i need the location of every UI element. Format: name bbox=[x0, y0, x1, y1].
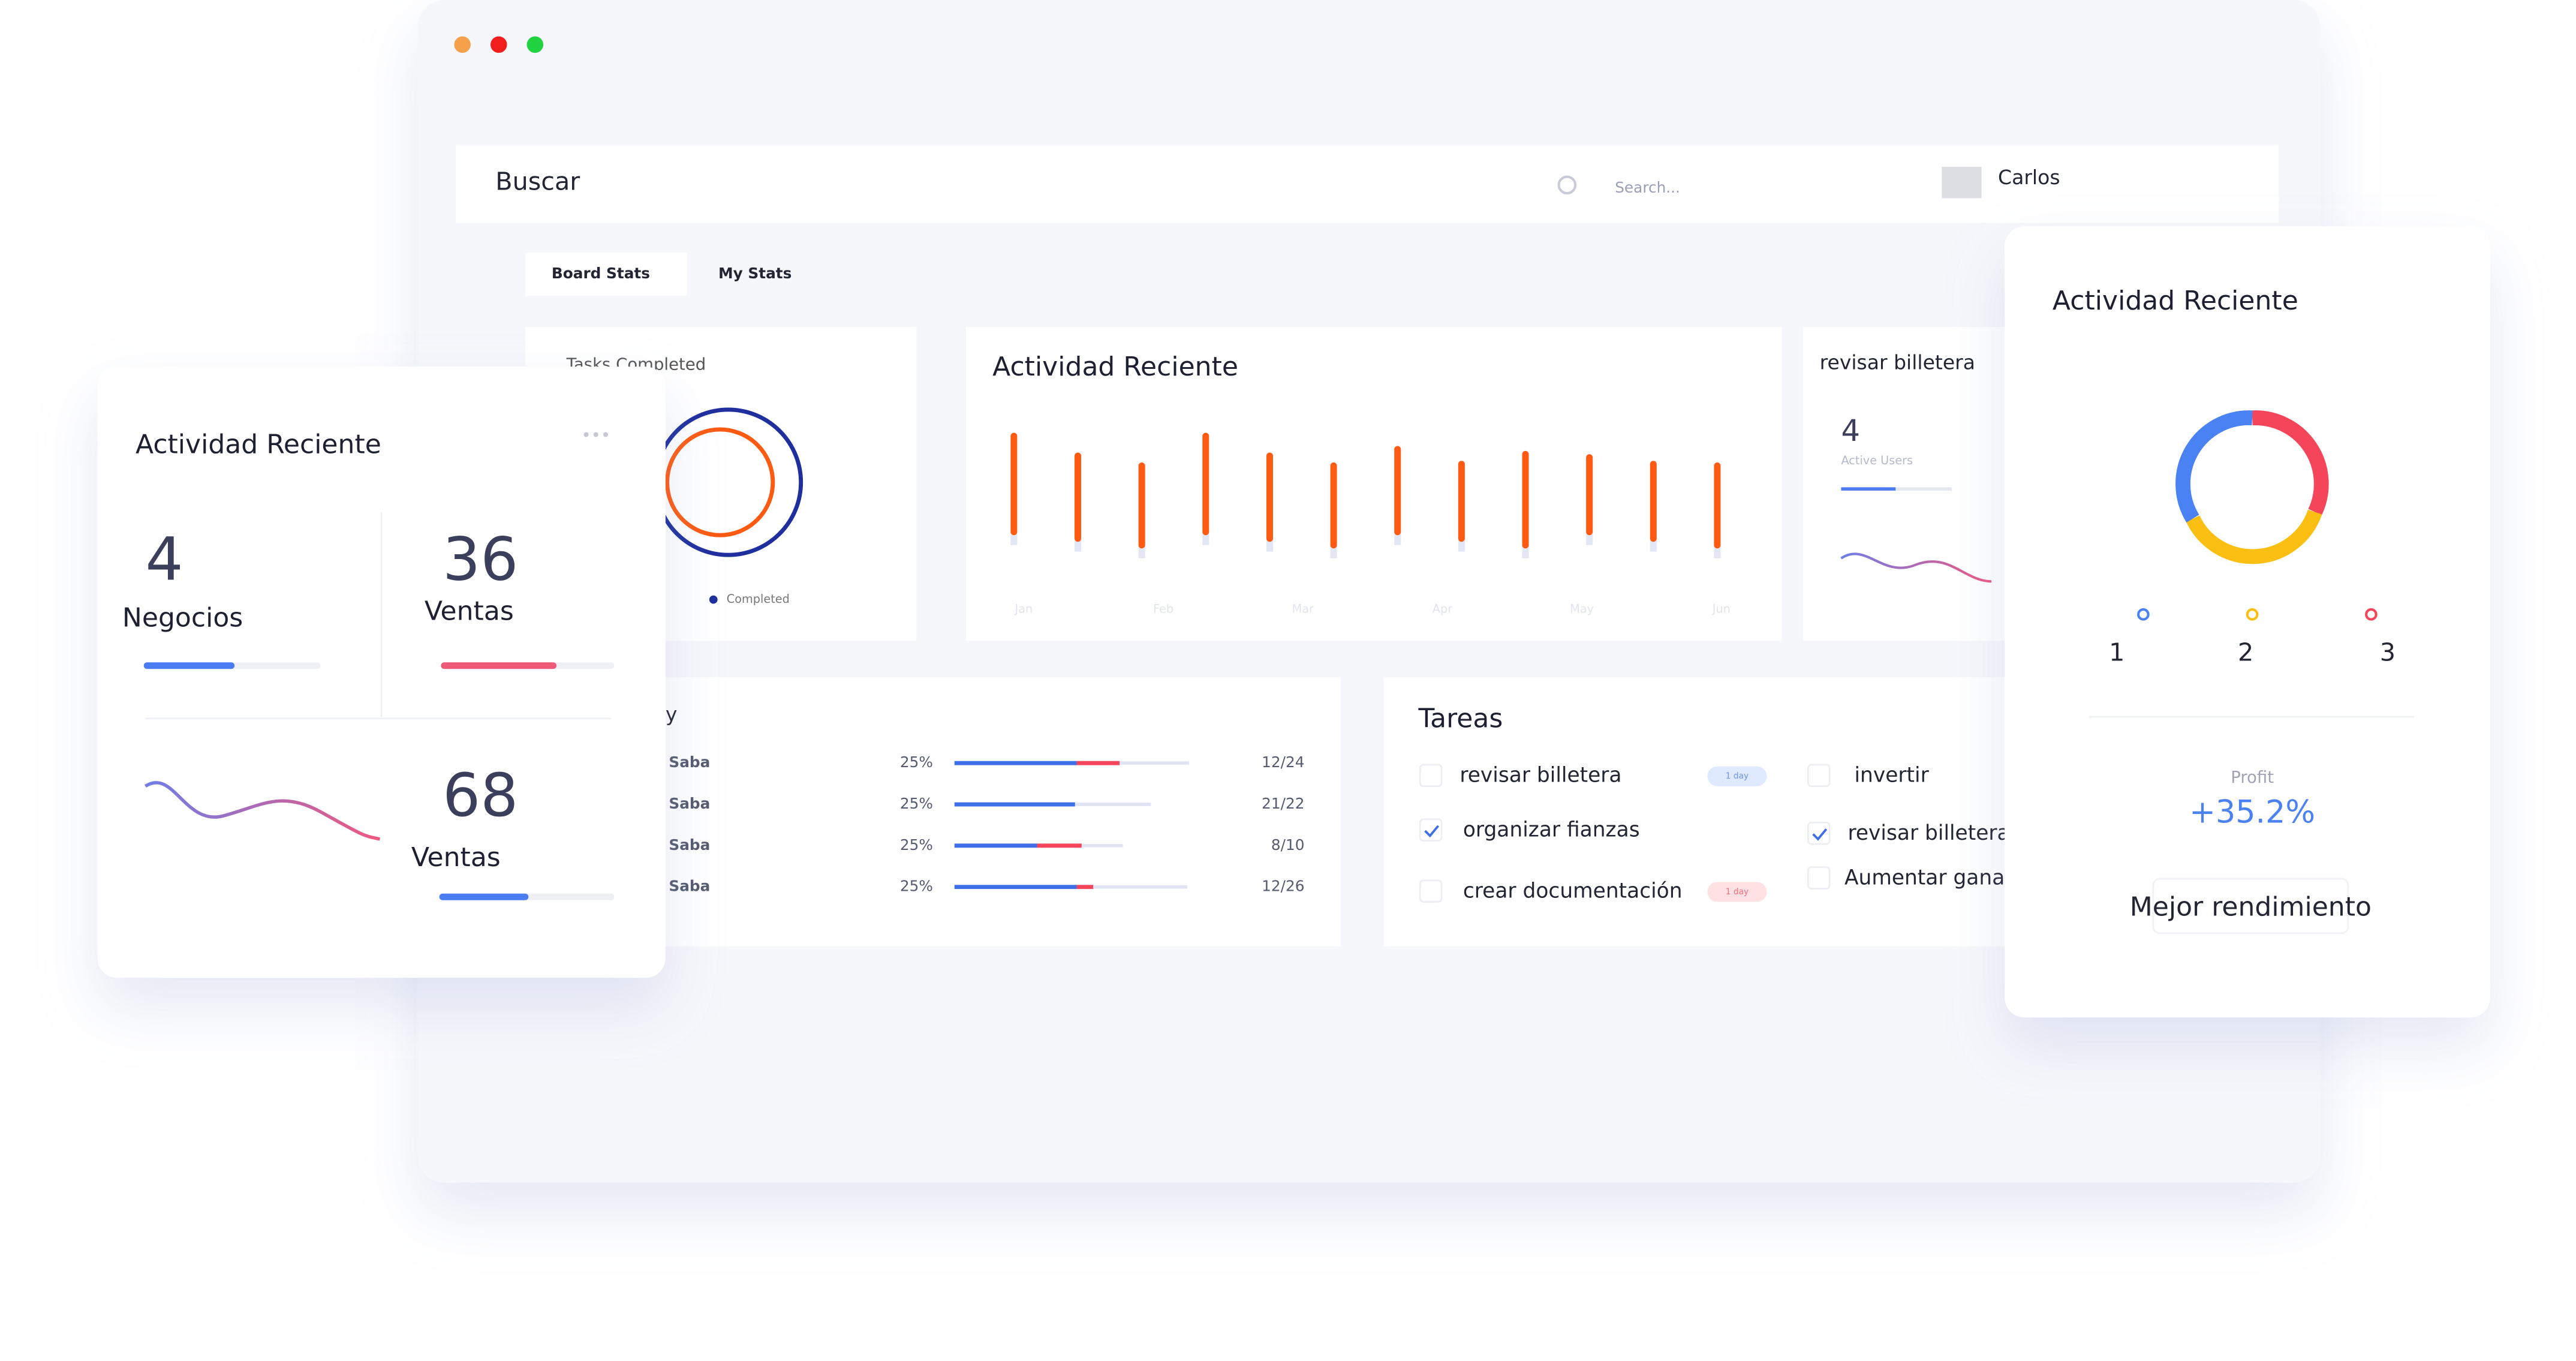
button-label[interactable]: Mejor rendimiento bbox=[2130, 892, 2372, 923]
avatar bbox=[1942, 167, 1982, 199]
stat-value: 68 bbox=[443, 761, 518, 830]
task-label[interactable]: crear documentación bbox=[1463, 879, 1683, 903]
legend-dot bbox=[709, 595, 718, 604]
checkbox[interactable] bbox=[1807, 764, 1831, 788]
window-dot[interactable] bbox=[454, 36, 471, 53]
legend-dot bbox=[2365, 608, 2378, 621]
card bbox=[1803, 327, 2010, 641]
card-title: Tareas bbox=[1418, 704, 1503, 734]
task-label[interactable]: revisar billetera bbox=[1847, 821, 2009, 845]
badge-label: 1 day bbox=[1726, 887, 1749, 897]
donut-segment bbox=[2252, 410, 2329, 515]
checkbox[interactable] bbox=[1419, 818, 1443, 842]
row-name: Saba bbox=[669, 753, 710, 771]
x-label: Feb bbox=[1153, 602, 1173, 616]
card-title: Actividad Reciente bbox=[2053, 286, 2298, 316]
legend-label: 1 bbox=[2109, 638, 2124, 666]
row-name: Saba bbox=[669, 795, 710, 812]
row-name: Saba bbox=[669, 836, 710, 854]
row-percent: 25% bbox=[900, 753, 933, 771]
ring bbox=[665, 427, 775, 537]
checkmark bbox=[1812, 828, 1828, 841]
search-label: Buscar bbox=[495, 167, 580, 196]
row-date: 8/10 bbox=[1271, 836, 1305, 854]
checkbox[interactable] bbox=[1419, 879, 1443, 903]
legend-label: 2 bbox=[2238, 638, 2253, 666]
row-date: 12/26 bbox=[1262, 878, 1304, 895]
row-percent: 25% bbox=[900, 878, 933, 895]
checkbox[interactable] bbox=[1419, 764, 1443, 788]
row-percent: 25% bbox=[900, 795, 933, 812]
checkbox[interactable] bbox=[1807, 821, 1831, 845]
task-label[interactable]: revisar billetera bbox=[1459, 764, 1621, 788]
task-label[interactable]: organizar fianzas bbox=[1463, 818, 1640, 842]
x-label: May bbox=[1570, 602, 1594, 616]
button[interactable] bbox=[2152, 878, 2349, 935]
window-dot[interactable] bbox=[490, 36, 507, 53]
user-name[interactable]: Carlos bbox=[1998, 166, 2060, 189]
legend-dot bbox=[2137, 608, 2150, 621]
stat-label: Ventas bbox=[425, 596, 514, 627]
row-percent: 25% bbox=[900, 836, 933, 854]
badge bbox=[1707, 766, 1767, 786]
checkbox[interactable] bbox=[1807, 866, 1831, 890]
row-name: Saba bbox=[669, 878, 710, 895]
stat-label: Negocios bbox=[122, 603, 243, 633]
sparkline bbox=[144, 781, 381, 841]
profit-label: Profit bbox=[2231, 768, 2274, 787]
badge-label: 1 day bbox=[1726, 771, 1749, 781]
card-title: Actividad Reciente bbox=[992, 351, 1238, 382]
x-label: Mar bbox=[1292, 602, 1314, 616]
menu-icon[interactable]: ••• bbox=[581, 426, 610, 445]
window-dot[interactable] bbox=[526, 36, 544, 53]
task-label[interactable]: invertir bbox=[1854, 764, 1929, 788]
profit-value: +35.2% bbox=[2189, 794, 2315, 831]
legend-label: Completed bbox=[727, 592, 790, 606]
donut-segment bbox=[2186, 509, 2322, 564]
x-label: Apr bbox=[1433, 602, 1452, 616]
row-date: 12/24 bbox=[1262, 753, 1304, 771]
stat-value: 4 bbox=[1841, 413, 1860, 448]
legend-dot bbox=[2246, 608, 2259, 621]
x-label: Jun bbox=[1712, 602, 1731, 616]
checkmark bbox=[1424, 825, 1440, 838]
tab-active[interactable] bbox=[525, 253, 687, 296]
stat-label: Active Users bbox=[1841, 453, 1913, 467]
stat-value: 4 bbox=[145, 525, 183, 594]
card bbox=[966, 327, 1782, 641]
search-icon bbox=[1557, 175, 1577, 195]
search-input[interactable]: Search... bbox=[1615, 179, 1680, 196]
tab[interactable]: Board Stats bbox=[552, 265, 650, 282]
card-title: revisar billetera bbox=[1820, 350, 1975, 374]
donut-segment bbox=[2175, 410, 2253, 523]
donut bbox=[2175, 410, 2329, 564]
stat-label: Ventas bbox=[411, 842, 501, 873]
sparkline bbox=[1840, 552, 1992, 583]
donut-card bbox=[2005, 226, 2490, 1018]
card-title: y bbox=[666, 702, 678, 726]
legend-label: 3 bbox=[2380, 638, 2396, 666]
card bbox=[577, 677, 1341, 947]
x-label: Jan bbox=[1015, 602, 1033, 616]
badge bbox=[1707, 882, 1767, 902]
card bbox=[1383, 677, 2012, 947]
card-title: Actividad Reciente bbox=[136, 429, 381, 459]
task-label[interactable]: Aumentar ganan bbox=[1844, 866, 2018, 890]
stat-value: 36 bbox=[443, 525, 518, 594]
row-date: 21/22 bbox=[1262, 795, 1304, 812]
tab[interactable]: My Stats bbox=[718, 265, 792, 282]
